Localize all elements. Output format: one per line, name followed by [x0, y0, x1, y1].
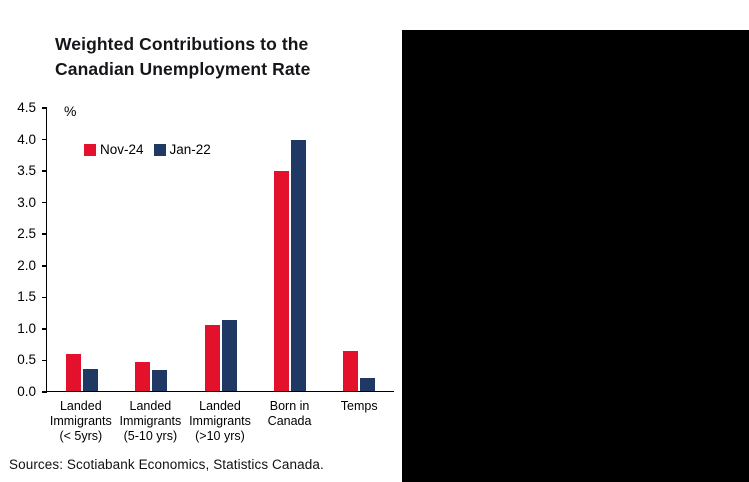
chart-title-line-1: Weighted Contributions to the	[55, 34, 309, 54]
x-axis-category-label: Born in Canada	[255, 399, 325, 444]
y-tick-mark	[42, 233, 47, 235]
y-tick-mark	[42, 265, 47, 267]
x-axis-category-label-line: Immigrants	[189, 414, 251, 428]
bar-jan-22	[290, 140, 306, 391]
y-tick-mark	[42, 359, 47, 362]
bar-nov-24	[273, 170, 289, 391]
y-axis-unit-label: %	[64, 103, 77, 119]
bar-jan-22	[360, 377, 376, 391]
legend-swatch	[153, 143, 166, 156]
chart-title: Weighted Contributions to the Canadian U…	[55, 32, 310, 81]
legend-label: Jan-22	[169, 142, 211, 157]
y-tick-label: 2.5	[17, 226, 36, 242]
y-tick-label: 3.5	[17, 163, 36, 179]
y-tick-label: 4.0	[17, 131, 36, 147]
y-tick-label: 0.5	[17, 352, 36, 368]
legend-item: Nov-24	[84, 142, 144, 157]
bar-group	[255, 108, 324, 391]
bar-jan-22	[152, 370, 168, 391]
legend-swatch	[84, 143, 96, 156]
plot-area: 0.0 0.5 1.0 1.5 2.0 2.5 3.0 3.5 4.0 4.5	[17, 100, 394, 399]
bar-nov-24	[204, 325, 220, 391]
x-axis-category-label: Landed Immigrants (< 5yrs)	[46, 399, 116, 444]
x-axis-category-label-line: Canada	[267, 414, 312, 428]
x-axis-category-label-line: Landed	[59, 399, 102, 413]
x-axis-category-label-line: Born in	[269, 399, 310, 413]
legend: Nov-24 Jan-22	[84, 142, 211, 157]
x-axis-category-label-line: Immigrants	[119, 414, 182, 428]
x-axis-category-label-line: (>10 yrs)	[195, 429, 245, 443]
y-tick-label: 1.5	[17, 289, 36, 305]
y-tick-mark	[42, 328, 47, 330]
bar-nov-24	[65, 354, 81, 391]
bar-nov-24	[343, 350, 359, 391]
y-tick-label: 0.0	[17, 384, 36, 399]
bar-nov-24	[135, 361, 151, 391]
bar-group	[186, 108, 255, 391]
chart-title-line-2: Canadian Unemployment Rate	[55, 58, 311, 79]
y-tick-mark	[42, 138, 47, 141]
y-tick-label: 1.0	[17, 320, 36, 336]
y-tick-label: 4.5	[17, 100, 36, 115]
x-axis-category-label: Landed Immigrants (5-10 yrs)	[116, 399, 186, 444]
legend-item: Jan-22	[153, 142, 211, 157]
y-tick-mark	[42, 391, 47, 393]
right-black-panel	[402, 30, 749, 482]
bar-jan-22	[221, 319, 237, 391]
y-tick-mark	[42, 201, 47, 204]
y-axis: 0.0 0.5 1.0 1.5 2.0 2.5 3.0 3.5 4.0 4.5	[0, 100, 47, 399]
y-tick-mark	[42, 170, 47, 172]
y-tick-mark	[42, 107, 47, 109]
x-axis-category-label-line: Landed	[199, 399, 241, 413]
x-axis-category-label-line: Landed	[129, 399, 172, 413]
x-axis-category-label: Temps	[324, 399, 394, 444]
legend-label: Nov-24	[100, 142, 144, 157]
x-axis-category-label-line: Temps	[340, 399, 378, 413]
bar-groups	[47, 108, 394, 391]
x-axis-category-label-line: Immigrants	[49, 414, 112, 428]
bar-group	[116, 108, 185, 391]
source-note: Sources: Scotiabank Economics, Statistic…	[9, 457, 324, 472]
x-axis-labels: Landed Immigrants (< 5yrs) Landed Immigrants…	[46, 399, 394, 444]
y-tick-mark	[42, 296, 47, 299]
bar-group	[47, 108, 116, 391]
x-axis-category-label-line: (< 5yrs)	[59, 429, 103, 443]
y-tick-label: 3.0	[17, 194, 36, 210]
x-axis-category-label-line: (5-10 yrs)	[123, 429, 178, 443]
x-axis-category-label: Landed Immigrants (>10 yrs)	[185, 399, 255, 444]
y-tick-label: 2.0	[17, 257, 36, 273]
bar-group	[325, 108, 394, 391]
bar-jan-22	[82, 368, 98, 391]
